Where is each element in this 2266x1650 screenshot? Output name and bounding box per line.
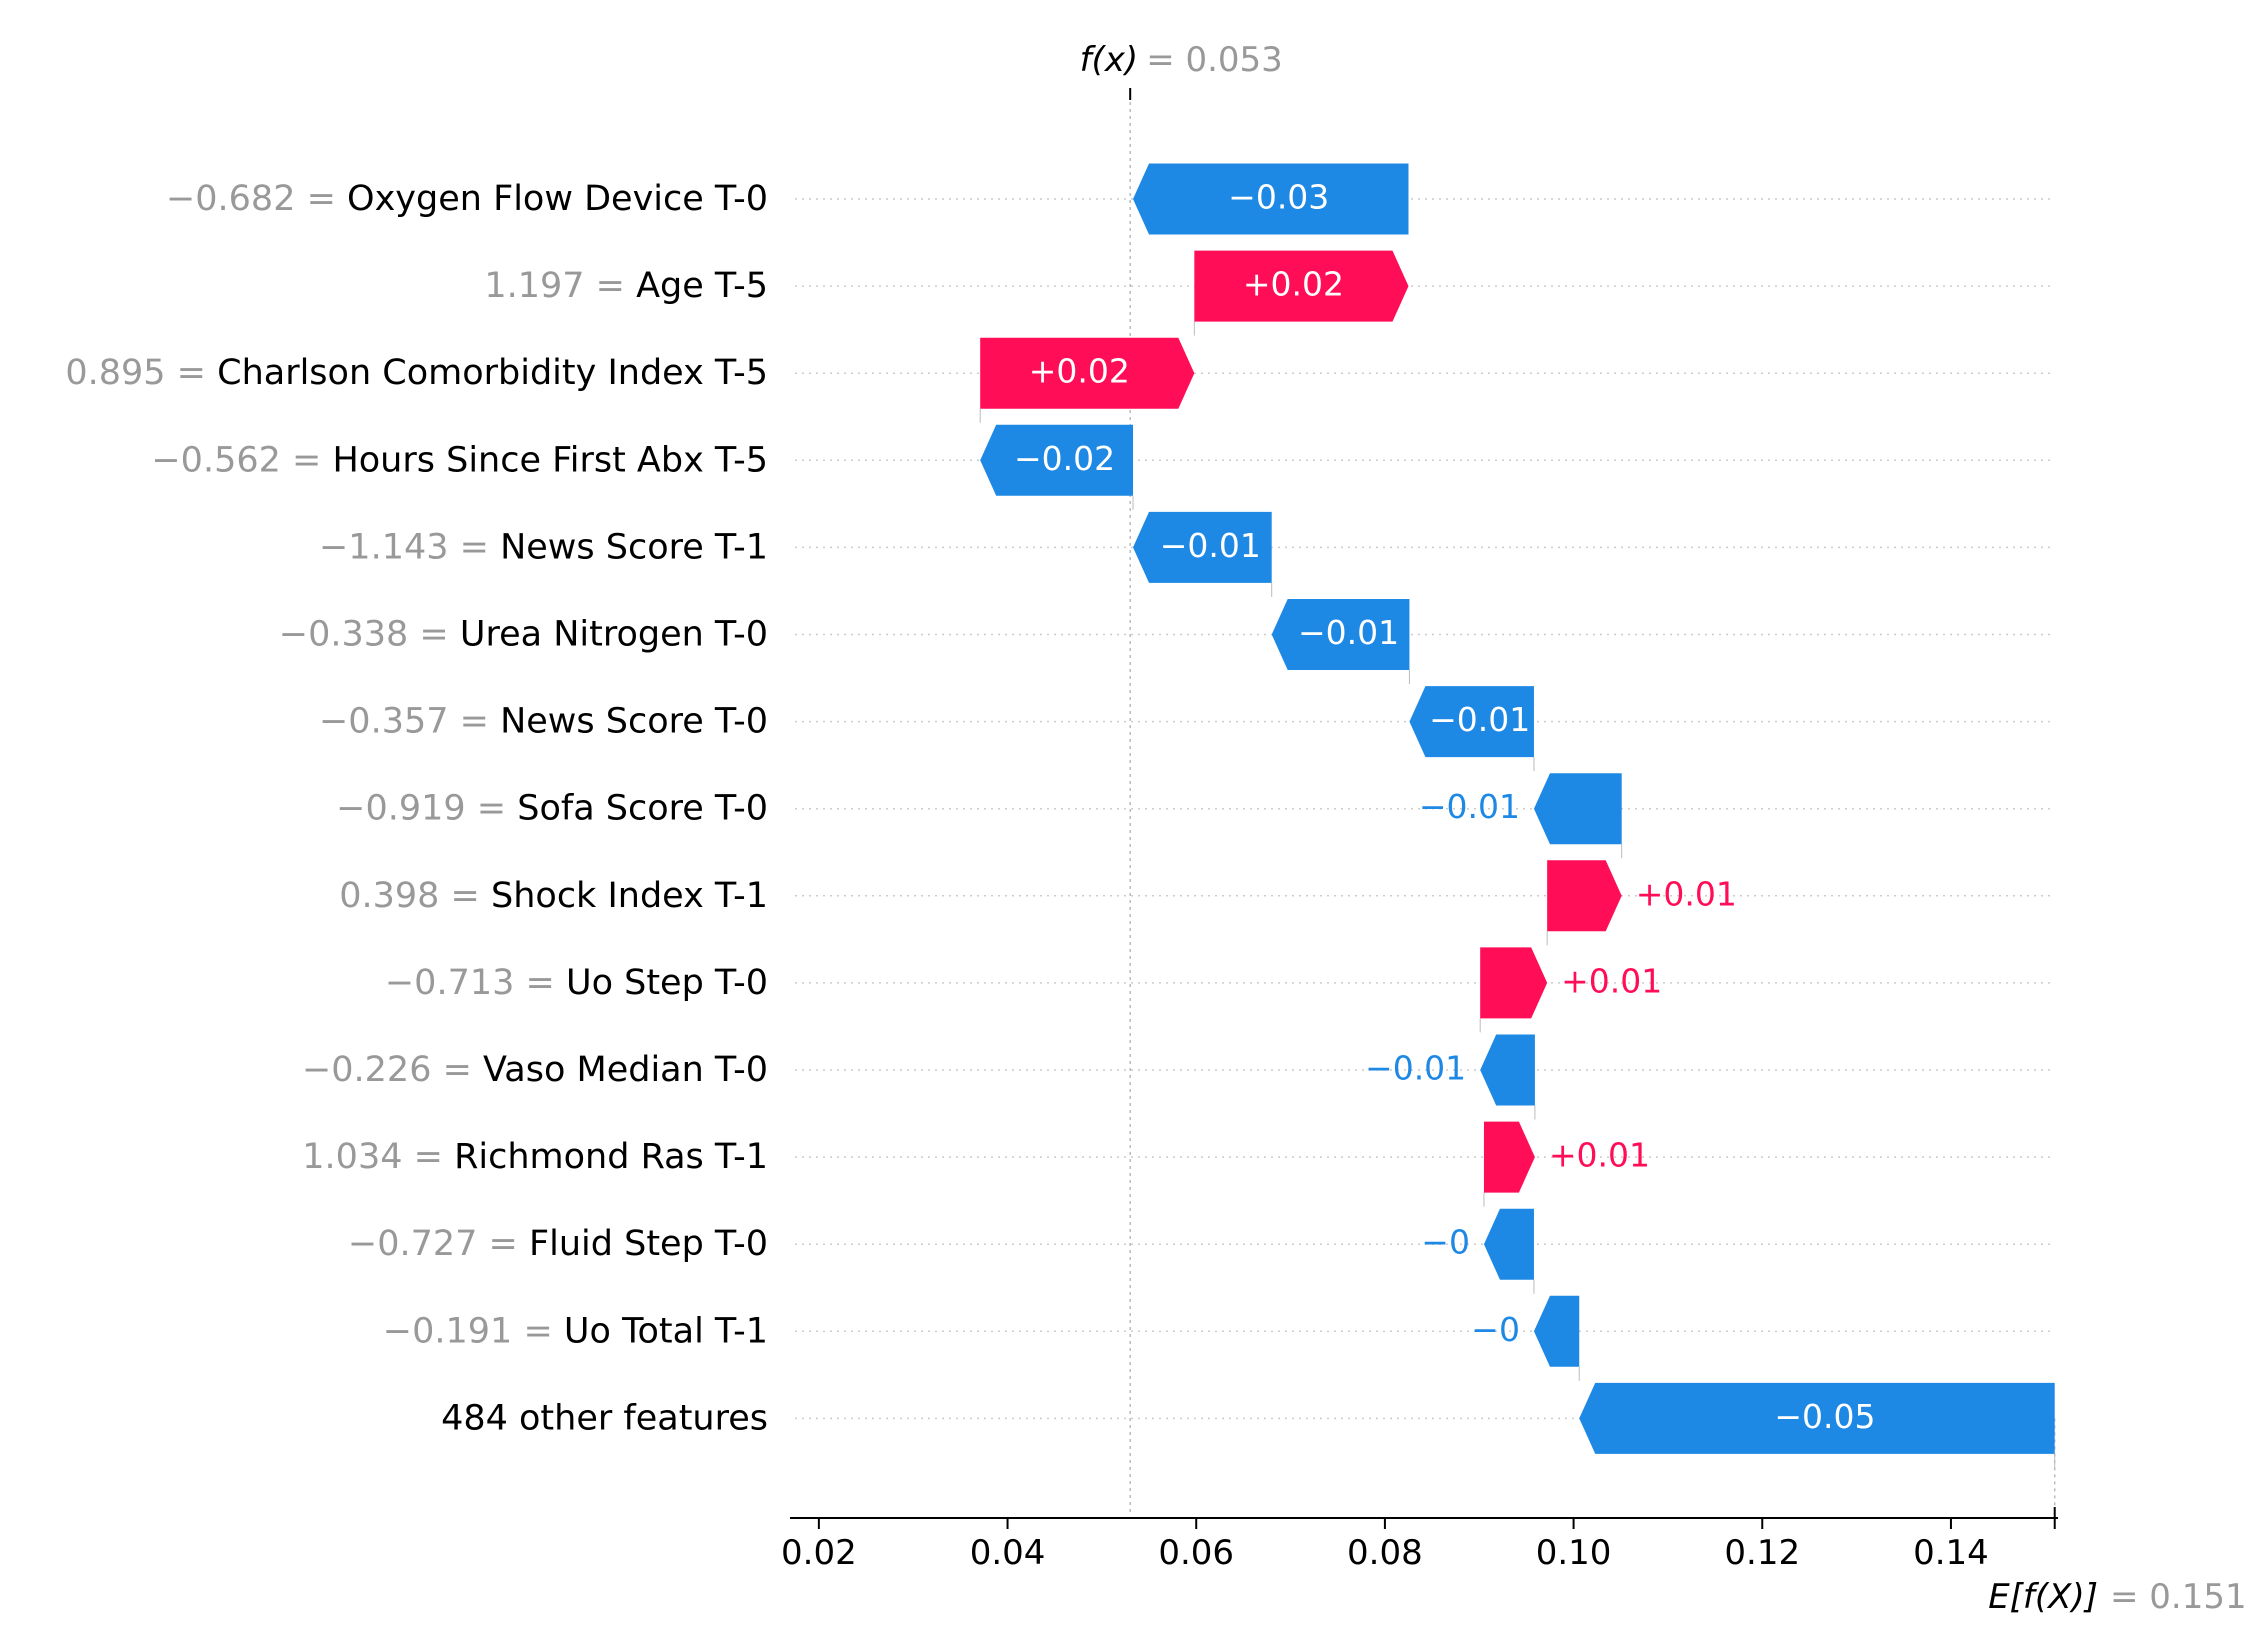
contribution-bars: −0.03 +0.02 +0.02 −0.02 −0.01 −0.01 −0.01 −0.01…	[980, 163, 2055, 1454]
x-axis: 0.02 0.04 0.06 0.08 0.10 0.12 0.14	[781, 1507, 2058, 1573]
bar-value-label: −0.01	[1160, 526, 1261, 565]
feature-label: −0.713 = Uo Step T-0	[385, 963, 768, 1003]
chart-annotations: f(x) = 0.053 E[f(X)] = 0.151	[1080, 40, 2247, 1617]
bar-value-label: +0.02	[1029, 352, 1130, 391]
bar-value-label: +0.01	[1636, 874, 1737, 913]
positive-bar	[1480, 947, 1548, 1019]
positive-bar	[1547, 860, 1622, 932]
feature-label: −0.357 = News Score T-0	[319, 702, 768, 742]
bar-value-label: −0.03	[1228, 178, 1329, 217]
feature-label: −0.226 = Vaso Median T-0	[302, 1050, 768, 1090]
fx-label: f(x)	[1080, 40, 1139, 80]
negative-bar	[1483, 1208, 1534, 1280]
bar-value-label: −0	[1421, 1223, 1470, 1262]
bar-value-label: −0.01	[1365, 1049, 1466, 1088]
feature-label: −0.727 = Fluid Step T-0	[348, 1224, 768, 1264]
bar-value-label: −0.02	[1014, 439, 1115, 478]
fx-value: = 0.053	[1146, 40, 1283, 80]
positive-bar	[1483, 1121, 1535, 1193]
feature-label: 1.034 = Richmond Ras T-1	[302, 1137, 768, 1177]
x-tick-label: 0.14	[1913, 1533, 1989, 1573]
positive-bar	[1194, 250, 1409, 322]
x-tick-label: 0.02	[781, 1533, 857, 1573]
feature-labels: −0.682 = Oxygen Flow Device T-0 1.197 = A…	[65, 179, 768, 1438]
negative-bar	[1533, 773, 1622, 845]
bar-value-label: +0.01	[1549, 1136, 1650, 1175]
bar-value-label: −0	[1471, 1310, 1520, 1349]
negative-bar	[1409, 686, 1534, 758]
negative-bar	[1480, 1034, 1535, 1106]
feature-label: 0.895 = Charlson Comorbidity Index T-5	[65, 353, 768, 393]
x-tick-label: 0.08	[1347, 1533, 1423, 1573]
row-gridlines	[795, 198, 2055, 1420]
negative-bar	[1133, 163, 1409, 235]
negative-bar	[980, 424, 1134, 496]
feature-label: −0.919 = Sofa Score T-0	[336, 789, 768, 829]
bar-value-label: +0.01	[1561, 961, 1662, 1000]
negative-bar	[1533, 1295, 1580, 1367]
positive-bar	[980, 337, 1195, 409]
feature-label: −0.682 = Oxygen Flow Device T-0	[166, 179, 768, 219]
negative-bar	[1579, 1382, 2055, 1454]
bar-value-label: −0.01	[1429, 700, 1530, 739]
negative-bar	[1271, 599, 1410, 670]
feature-label: −0.338 = Urea Nitrogen T-0	[279, 615, 768, 655]
feature-label: 0.398 = Shock Index T-1	[339, 876, 768, 916]
feature-label: −0.562 = Hours Since First Abx T-5	[151, 440, 768, 480]
x-tick-label: 0.10	[1536, 1533, 1612, 1573]
feature-label: 484 other features	[441, 1398, 768, 1438]
x-tick-label: 0.12	[1724, 1533, 1800, 1573]
x-tick-label: 0.06	[1158, 1533, 1234, 1573]
feature-label: 1.197 = Age T-5	[484, 266, 768, 306]
negative-bar	[1133, 511, 1272, 583]
bar-value-label: −0.05	[1774, 1397, 1875, 1436]
x-tick-label: 0.04	[970, 1533, 1046, 1573]
feature-label: −1.143 = News Score T-1	[319, 527, 768, 567]
expected-value-value: = 0.151	[2110, 1577, 2247, 1617]
bar-value-label: −0.01	[1298, 613, 1399, 652]
feature-label: −0.191 = Uo Total T-1	[383, 1311, 768, 1351]
bar-value-label: −0.01	[1419, 787, 1520, 826]
expected-value-label: E[f(X)]	[1988, 1577, 2098, 1617]
bar-value-label: +0.02	[1243, 265, 1344, 304]
